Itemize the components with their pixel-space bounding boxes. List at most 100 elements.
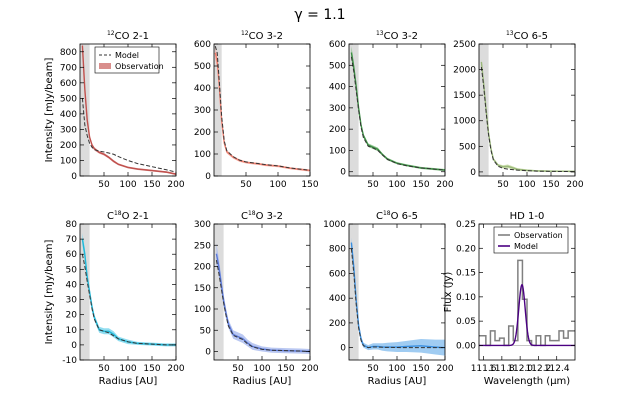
- title-main: CO 3-2: [249, 31, 283, 42]
- y-tick-label: 150: [194, 284, 211, 294]
- y-tick-label: 10: [66, 326, 78, 336]
- x-tick-label: 200: [301, 364, 318, 374]
- y-tick-label: 1000: [453, 117, 476, 127]
- title-superscript: 13: [506, 30, 514, 37]
- y-tick-label: 400: [194, 84, 211, 94]
- y-tick-label: 100: [60, 156, 77, 166]
- legend: Observation Model: [493, 226, 569, 254]
- x-tick-label: 100: [119, 364, 136, 374]
- y-tick-label: 600: [194, 40, 211, 50]
- beam-shade: [349, 224, 359, 360]
- beam-shade: [80, 44, 90, 176]
- x-tick-label: 111.6: [471, 364, 497, 374]
- x-tick-label: 50: [98, 364, 110, 374]
- plot-area: [479, 44, 575, 176]
- title-superscript: 18: [248, 210, 256, 217]
- y-tick-label: 700: [60, 63, 77, 73]
- x-tick-label: 150: [412, 180, 429, 190]
- x-tick-label: 100: [518, 180, 535, 190]
- y-tick-label: 250: [194, 241, 211, 251]
- model-line: [350, 248, 445, 349]
- legend-label: Observation: [514, 231, 563, 240]
- y-tick-label: 0.25: [456, 220, 476, 230]
- plot-area: [80, 224, 176, 360]
- axes-frame: [478, 223, 576, 361]
- x-tick-label: 111.8: [489, 364, 515, 374]
- title-prefix: C: [241, 211, 248, 222]
- title-superscript: 18: [383, 210, 391, 217]
- x-axis-label: Radius [AU]: [368, 376, 427, 387]
- axes-frame: [213, 223, 311, 361]
- title-main: O 3-2: [256, 211, 283, 222]
- y-tick-label: 0.05: [456, 317, 476, 327]
- y-tick-label: 500: [194, 62, 211, 72]
- y-tick-label: 500: [329, 61, 346, 71]
- model-line: [81, 98, 176, 173]
- y-tick-label: 100: [194, 305, 211, 315]
- title-main: O 2-1: [122, 211, 149, 222]
- y-tick-label: 800: [60, 48, 77, 58]
- x-axis-label: Wavelength (μm): [484, 376, 571, 387]
- x-tick-label: 200: [566, 180, 583, 190]
- y-tick-label: 20: [66, 311, 78, 321]
- x-tick-label: 150: [301, 180, 318, 190]
- y-tick-label: 200: [329, 125, 346, 135]
- y-tick-label: 80: [66, 220, 78, 230]
- legend-label: Observation: [115, 62, 164, 71]
- y-tick-label: 0.15: [456, 269, 476, 279]
- chart-title: HD 1-0: [510, 211, 545, 222]
- x-tick-label: 112.4: [544, 364, 570, 374]
- y-tick-label: 0: [71, 341, 77, 351]
- y-tick-label: -10: [62, 356, 77, 366]
- y-axis-label: Intensity [mJy/beam]: [44, 239, 55, 344]
- plot-area: [479, 259, 575, 347]
- x-axis-label: Radius [AU]: [99, 376, 158, 387]
- y-tick-label: 200: [194, 263, 211, 273]
- title-superscript: 12: [241, 30, 249, 37]
- chart-panel-3: 50 100 150 200 0 100 200 300 400 500 600 13CO 3-2: [329, 30, 454, 190]
- y-tick-label: 200: [60, 141, 77, 151]
- x-tick-label: 100: [269, 180, 286, 190]
- y-tick-label: 40: [66, 280, 78, 290]
- title-superscript: 13: [376, 30, 384, 37]
- x-tick-label: 100: [253, 364, 270, 374]
- model-line: [215, 260, 310, 352]
- y-tick-label: 300: [194, 220, 211, 230]
- legend-label: Model: [514, 242, 538, 251]
- title-prefix: C: [376, 211, 383, 222]
- y-tick-label: 1000: [323, 220, 346, 230]
- x-axis-label: Radius [AU]: [233, 376, 292, 387]
- y-tick-label: 400: [329, 83, 346, 93]
- y-tick-label: 0.20: [456, 244, 476, 254]
- observation-band: [481, 58, 575, 173]
- observation-line: [350, 242, 445, 349]
- axes-frame: [348, 43, 446, 177]
- chart-title: C18O 3-2: [241, 210, 283, 222]
- y-tick-label: 500: [459, 142, 476, 152]
- observation-band: [351, 237, 445, 356]
- y-tick-label: 60: [66, 250, 78, 260]
- beam-shade: [349, 44, 359, 176]
- x-tick-label: 100: [388, 180, 405, 190]
- y-tick-label: 600: [329, 40, 346, 50]
- title-main: O 6-5: [391, 211, 418, 222]
- plot-area: [80, 44, 176, 176]
- x-tick-label: 50: [98, 180, 110, 190]
- y-tick-label: 70: [66, 235, 78, 245]
- y-tick-label: 0: [470, 168, 476, 178]
- y-tick-label: 30: [66, 296, 78, 306]
- observation-line: [350, 52, 445, 171]
- observation-line: [215, 253, 310, 353]
- x-tick-label: 112.0: [507, 364, 533, 374]
- title-main: CO 2-1: [115, 31, 149, 42]
- title-main: CO 6-5: [514, 31, 548, 42]
- x-tick-label: 150: [143, 364, 160, 374]
- legend-label: Model: [115, 51, 139, 60]
- y-tick-label: 600: [60, 79, 77, 89]
- y-tick-label: 0: [205, 172, 211, 182]
- y-axis-label: Intensity [mJy/beam]: [44, 57, 55, 162]
